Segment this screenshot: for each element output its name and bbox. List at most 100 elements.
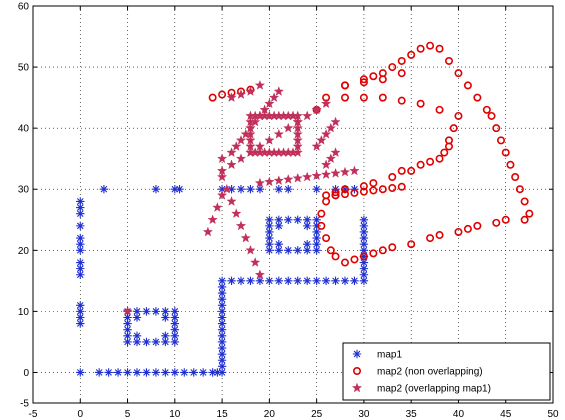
x-tick-label: 25 bbox=[311, 409, 323, 420]
map2-nonoverlap-point bbox=[454, 111, 463, 120]
map2-overlap-point bbox=[245, 86, 256, 96]
legend: map1 map2 (non overlapping) map2 (overlapp… bbox=[342, 342, 551, 401]
map1-point bbox=[312, 276, 321, 286]
map2-nonoverlap-point bbox=[435, 154, 444, 163]
map1-point bbox=[302, 276, 312, 286]
map1-point bbox=[265, 227, 274, 237]
map1-point bbox=[227, 185, 236, 194]
map1-point bbox=[161, 368, 170, 377]
map1-point bbox=[359, 276, 369, 286]
map1-point bbox=[76, 203, 85, 212]
map1-point bbox=[359, 258, 369, 267]
map1-point bbox=[265, 246, 274, 255]
map1-point bbox=[302, 246, 312, 255]
map1-point bbox=[217, 368, 227, 377]
map2-overlap-point bbox=[283, 174, 294, 184]
map1-point bbox=[104, 368, 113, 377]
legend-label: map1 bbox=[377, 350, 402, 361]
map2-overlap-point bbox=[320, 98, 332, 109]
map2-overlap-point bbox=[330, 116, 341, 127]
map2-overlap-point bbox=[226, 147, 237, 157]
map1-point bbox=[359, 221, 369, 231]
map1-point bbox=[302, 215, 312, 224]
map1-point bbox=[359, 270, 369, 279]
map2-overlap-point bbox=[292, 141, 303, 151]
map1-point bbox=[321, 276, 331, 286]
map1-point bbox=[265, 240, 274, 249]
map1-point bbox=[359, 215, 369, 224]
map1-point bbox=[302, 221, 312, 231]
map1-point bbox=[274, 185, 284, 194]
map1-point bbox=[274, 246, 284, 255]
map2-overlap-point bbox=[245, 116, 256, 127]
map2-overlap-point bbox=[226, 196, 237, 206]
map1-point bbox=[170, 331, 180, 341]
map1-point bbox=[142, 307, 151, 316]
map2-overlap-point bbox=[320, 159, 332, 170]
map2-nonoverlap-point bbox=[416, 44, 425, 53]
series-2 bbox=[208, 41, 534, 267]
map1-point bbox=[284, 215, 293, 224]
map2-overlap-point bbox=[292, 116, 303, 127]
map1-point bbox=[142, 337, 151, 347]
map1-point bbox=[161, 307, 170, 316]
map2-overlap-point bbox=[226, 92, 237, 102]
map2-overlap-point bbox=[212, 202, 223, 212]
map2-nonoverlap-point bbox=[218, 90, 227, 99]
map2-overlap-point bbox=[292, 134, 303, 145]
map1-point bbox=[217, 301, 227, 310]
map2-overlap-point bbox=[292, 172, 303, 183]
map2-nonoverlap-point bbox=[340, 258, 349, 267]
map2-overlap-point bbox=[311, 104, 322, 115]
map1-point bbox=[265, 215, 274, 224]
map2-nonoverlap-point bbox=[350, 255, 359, 264]
x-tick-label: 10 bbox=[169, 409, 181, 420]
map1-point bbox=[217, 337, 227, 347]
y-tick-label: 40 bbox=[18, 124, 30, 135]
map1-point bbox=[302, 240, 312, 249]
map2-nonoverlap-point bbox=[331, 191, 340, 200]
map1-point bbox=[132, 307, 142, 316]
map2-nonoverlap-point bbox=[525, 209, 534, 218]
map2-nonoverlap-point bbox=[340, 93, 349, 102]
map2-nonoverlap-point bbox=[435, 105, 444, 114]
map1-point bbox=[359, 240, 369, 249]
series-3 bbox=[122, 80, 360, 316]
map2-overlap-point bbox=[216, 165, 228, 176]
map1-point bbox=[198, 368, 208, 377]
map1-point bbox=[132, 313, 142, 322]
legend-label: map2 (overlapping map1) bbox=[377, 384, 491, 395]
map1-point bbox=[312, 246, 321, 255]
map1-point bbox=[265, 233, 274, 243]
legend-star-marker bbox=[351, 382, 363, 393]
x-tick-label: 35 bbox=[406, 409, 418, 420]
map2-nonoverlap-point bbox=[369, 72, 378, 81]
map1-point bbox=[217, 349, 227, 359]
y-tick-labels: -5 0 10 20 30 40 50 60 bbox=[18, 2, 30, 410]
map2-overlap-point bbox=[216, 189, 228, 200]
map2-nonoverlap-point bbox=[492, 124, 501, 133]
map1-point bbox=[350, 276, 359, 286]
map2-nonoverlap-point bbox=[454, 227, 463, 236]
y-tick-label: 20 bbox=[18, 246, 30, 257]
map2-nonoverlap-point bbox=[440, 148, 449, 157]
map1-point bbox=[274, 276, 284, 286]
map1-point bbox=[246, 276, 255, 286]
map2-nonoverlap-point bbox=[397, 69, 406, 78]
map1-point bbox=[293, 246, 302, 255]
map1-point bbox=[76, 319, 85, 328]
map2-overlap-point bbox=[254, 80, 266, 90]
map1-point bbox=[76, 209, 85, 218]
map2-nonoverlap-point bbox=[359, 252, 368, 261]
map2-overlap-point bbox=[226, 159, 237, 170]
map2-overlap-point bbox=[292, 128, 303, 139]
map2-overlap-point bbox=[221, 183, 232, 194]
map2-overlap-point bbox=[349, 165, 360, 176]
map1-point bbox=[359, 252, 369, 261]
map1-point bbox=[76, 197, 85, 206]
map2-nonoverlap-point bbox=[359, 75, 368, 84]
legend-circle-marker bbox=[352, 366, 361, 375]
map2-overlap-point bbox=[235, 153, 247, 164]
series-1 bbox=[76, 185, 369, 377]
